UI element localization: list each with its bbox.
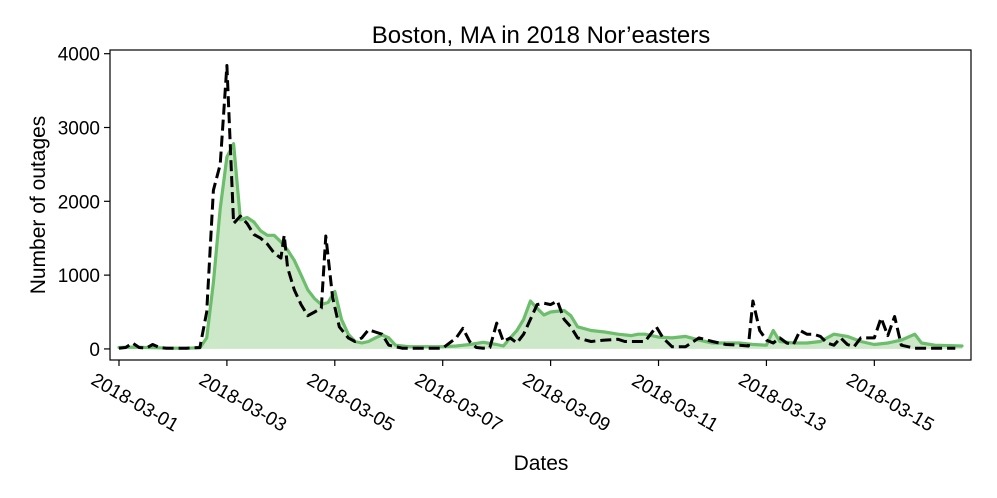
x-axis-label: Dates [514, 452, 569, 475]
y-axis: 0 1000 2000 3000 4000 [58, 45, 110, 361]
chart-title: Boston, MA in 2018 Nor’easters [372, 22, 710, 49]
y-tick-label: 3000 [58, 119, 100, 140]
y-tick-label: 2000 [58, 192, 100, 213]
y-tick-label: 0 [89, 340, 100, 361]
y-tick-label: 4000 [58, 45, 100, 66]
plot-frame [109, 49, 972, 361]
series-layer [117, 64, 964, 350]
y-axis-label: Number of outages [27, 116, 50, 295]
series-1-line [118, 64, 956, 350]
y-tick-label: 1000 [58, 266, 100, 287]
plot-area [117, 64, 964, 350]
